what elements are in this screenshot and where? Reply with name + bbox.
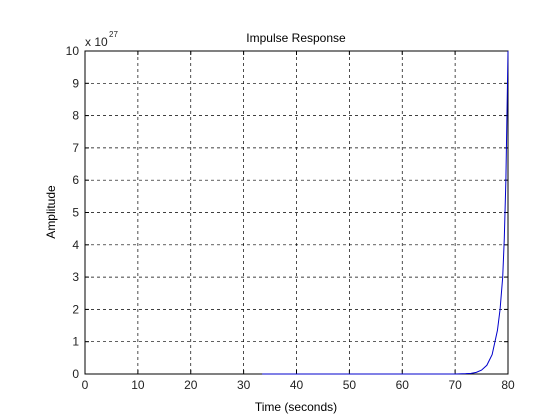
y-tick-label: 9 (72, 76, 79, 90)
y-tick-label: 7 (72, 141, 79, 155)
y-tick-label: 4 (72, 238, 79, 252)
y-multiplier-base: x 10 (85, 35, 108, 49)
x-tick-label: 70 (448, 378, 462, 392)
x-tick-label: 30 (237, 378, 251, 392)
y-tick-label: 1 (72, 335, 79, 349)
y-tick-label: 10 (66, 44, 80, 58)
x-tick-label: 60 (396, 378, 410, 392)
axis-tick-labels: 0 10 20 30 40 50 60 70 80 0 1 2 3 4 5 6 7 8 9 10 (66, 44, 515, 392)
x-axis-label: Time (seconds) (255, 400, 337, 414)
x-tick-label: 50 (343, 378, 357, 392)
y-tick-label: 5 (72, 206, 79, 220)
y-tick-label: 8 (72, 109, 79, 123)
y-multiplier-exponent: 27 (109, 30, 118, 39)
impulse-response-series-line (262, 50, 509, 375)
y-axis-label: Amplitude (44, 185, 58, 239)
x-tick-label: 10 (131, 378, 145, 392)
grid-lines (85, 51, 508, 374)
y-tick-label: 0 (72, 367, 79, 381)
x-tick-label: 40 (290, 378, 304, 392)
x-tick-label: 0 (82, 378, 89, 392)
x-tick-label: 20 (184, 378, 198, 392)
y-tick-label: 6 (72, 173, 79, 187)
y-tick-label: 2 (72, 302, 79, 316)
x-tick-label: 80 (501, 378, 515, 392)
series-group (262, 50, 509, 375)
chart-title: Impulse Response (246, 31, 346, 45)
y-tick-label: 3 (72, 270, 79, 284)
